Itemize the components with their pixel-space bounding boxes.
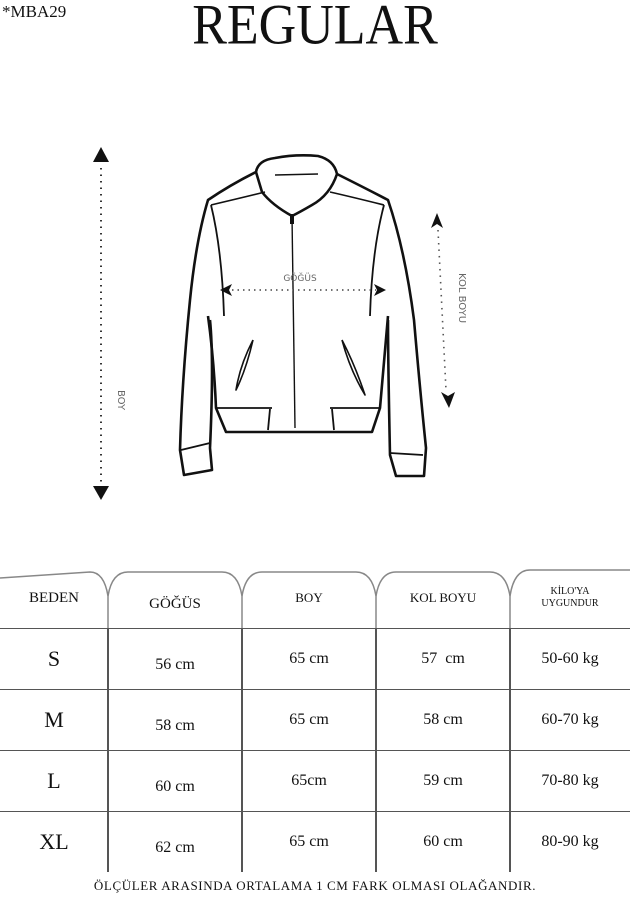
header-length: BOY	[295, 590, 323, 605]
header-weight-line1: KİLO'YA	[550, 586, 590, 597]
length-label: BOY	[115, 390, 126, 411]
cell-size: M	[44, 707, 64, 732]
footer-note: ÖLÇÜLER ARASINDA ORTALAMA 1 CM FARK OLMA…	[93, 878, 537, 893]
product-code: *MBA29	[2, 2, 67, 21]
header-sleeve: KOL BOYU	[409, 590, 477, 605]
cell-sleeve: 58 cm	[423, 711, 463, 728]
table-row-l: L 60 cm 65cm 59 cm 70-80 kg	[0, 750, 630, 811]
table-header: BEDEN GÖĞÜS BOY KOL BOYU KİLO'YA UYGUNDU…	[0, 566, 630, 628]
table-row-xl: XL 62 cm 65 cm 60 cm 80-90 kg	[0, 811, 630, 872]
jacket-diagram: GÖĞÜS BOY KOL BOYU	[93, 147, 467, 500]
header-weight-line2: UYGUNDUR	[541, 598, 599, 609]
size-table: BEDEN GÖĞÜS BOY KOL BOYU KİLO'YA UYGUNDU…	[0, 566, 630, 872]
cell-sleeve: 59 cm	[423, 772, 463, 789]
sleeve-arrow	[431, 213, 455, 408]
cell-weight: 60-70 kg	[541, 711, 599, 728]
header-chest: GÖĞÜS	[149, 595, 201, 612]
cell-length: 65cm	[291, 772, 327, 789]
cell-size: XL	[39, 829, 69, 854]
cell-weight: 80-90 kg	[541, 833, 599, 850]
cell-weight: 50-60 kg	[541, 650, 599, 667]
fit-title: REGULAR	[192, 0, 438, 57]
length-arrow	[93, 147, 109, 500]
table-row-s: S 56 cm 65 cm 57 cm 50-60 kg	[0, 628, 630, 689]
cell-length: 65 cm	[289, 711, 329, 728]
header-weight: KİLO'YA UYGUNDUR	[510, 568, 630, 628]
cell-sleeve: 57 cm	[421, 650, 465, 667]
sleeve-label: KOL BOYU	[456, 273, 467, 323]
cell-sleeve: 60 cm	[423, 833, 463, 850]
chest-arrow	[220, 284, 386, 296]
jacket-outline	[178, 154, 428, 478]
cell-chest: 58 cm	[155, 717, 195, 734]
chest-label: GÖĞÜS	[283, 272, 317, 284]
header-size: BEDEN	[29, 589, 79, 606]
table-row-m: M 58 cm 65 cm 58 cm 60-70 kg	[0, 689, 630, 750]
cell-weight: 70-80 kg	[541, 772, 599, 789]
cell-size: L	[47, 768, 61, 793]
cell-chest: 62 cm	[155, 839, 195, 856]
header-tabs	[0, 569, 630, 628]
cell-chest: 56 cm	[155, 656, 195, 673]
cell-length: 65 cm	[289, 833, 329, 850]
cell-length: 65 cm	[289, 650, 329, 667]
cell-size: S	[47, 646, 61, 671]
cell-chest: 60 cm	[155, 778, 195, 795]
